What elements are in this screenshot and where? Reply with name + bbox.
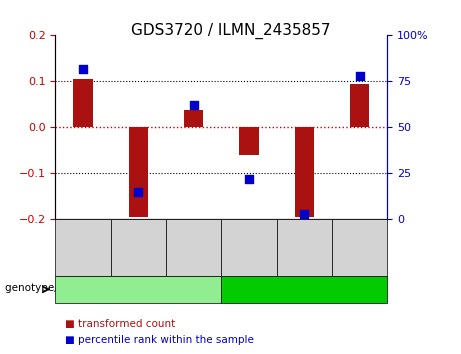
Text: ■ percentile rank within the sample: ■ percentile rank within the sample (65, 335, 254, 345)
Point (135, 189, 142, 195)
Bar (129, 127, 148, 217)
Text: GSM518351: GSM518351 (78, 220, 88, 275)
Text: GSM518352: GSM518352 (134, 220, 143, 275)
Text: GDS3720 / ILMN_2435857: GDS3720 / ILMN_2435857 (131, 23, 330, 39)
Point (245, 176, 253, 182)
Text: GSM518354: GSM518354 (244, 220, 254, 275)
Bar (73, 79, 93, 127)
Bar (239, 127, 259, 155)
Text: genotype/variation: genotype/variation (5, 282, 107, 293)
Point (79, 66, 87, 72)
Text: RORalpha1delDE: RORalpha1delDE (257, 284, 352, 295)
Text: wild type: wild type (113, 284, 164, 295)
Text: GSM518356: GSM518356 (355, 220, 364, 275)
Bar (350, 84, 369, 127)
Point (356, 73, 363, 79)
Bar (295, 127, 314, 217)
Text: ■ transformed count: ■ transformed count (65, 319, 175, 329)
Point (301, 211, 308, 217)
Point (190, 103, 197, 108)
Text: GSM518355: GSM518355 (300, 220, 309, 275)
Bar (184, 110, 203, 127)
Text: GSM518353: GSM518353 (189, 220, 198, 275)
